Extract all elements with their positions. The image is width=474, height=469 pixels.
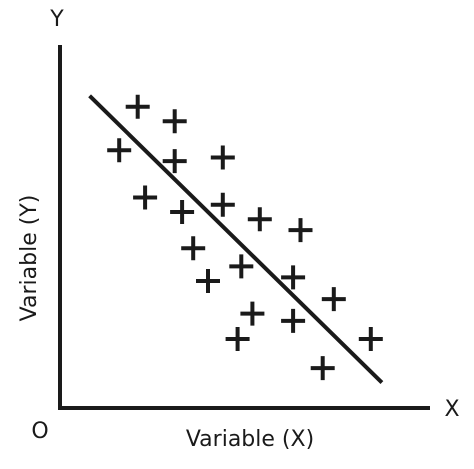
plus-point	[288, 218, 313, 243]
plus-point	[240, 301, 265, 326]
plus-point	[133, 185, 158, 210]
plus-point	[196, 268, 220, 293]
plus-point	[210, 192, 235, 217]
x-axis-letter: X	[444, 397, 459, 422]
origin-label: O	[31, 419, 48, 444]
plus-point	[310, 356, 335, 381]
plus-point	[210, 145, 235, 170]
plus-point	[358, 327, 383, 352]
plus-point	[321, 287, 346, 312]
plus-point	[181, 236, 206, 261]
plus-point	[229, 254, 254, 279]
plus-point	[170, 199, 195, 224]
y-axis-label: Variable (Y)	[17, 195, 42, 322]
plus-point	[225, 327, 250, 352]
plus-point	[281, 265, 306, 290]
trend-line	[88, 94, 384, 385]
plus-point	[125, 94, 150, 119]
x-axis-label: Variable (X)	[186, 427, 314, 452]
plus-point	[162, 109, 187, 134]
plus-point	[162, 149, 187, 174]
y-axis-letter: Y	[49, 7, 64, 32]
plus-point	[107, 138, 132, 163]
plus-point	[281, 308, 306, 333]
plus-point	[247, 207, 272, 232]
